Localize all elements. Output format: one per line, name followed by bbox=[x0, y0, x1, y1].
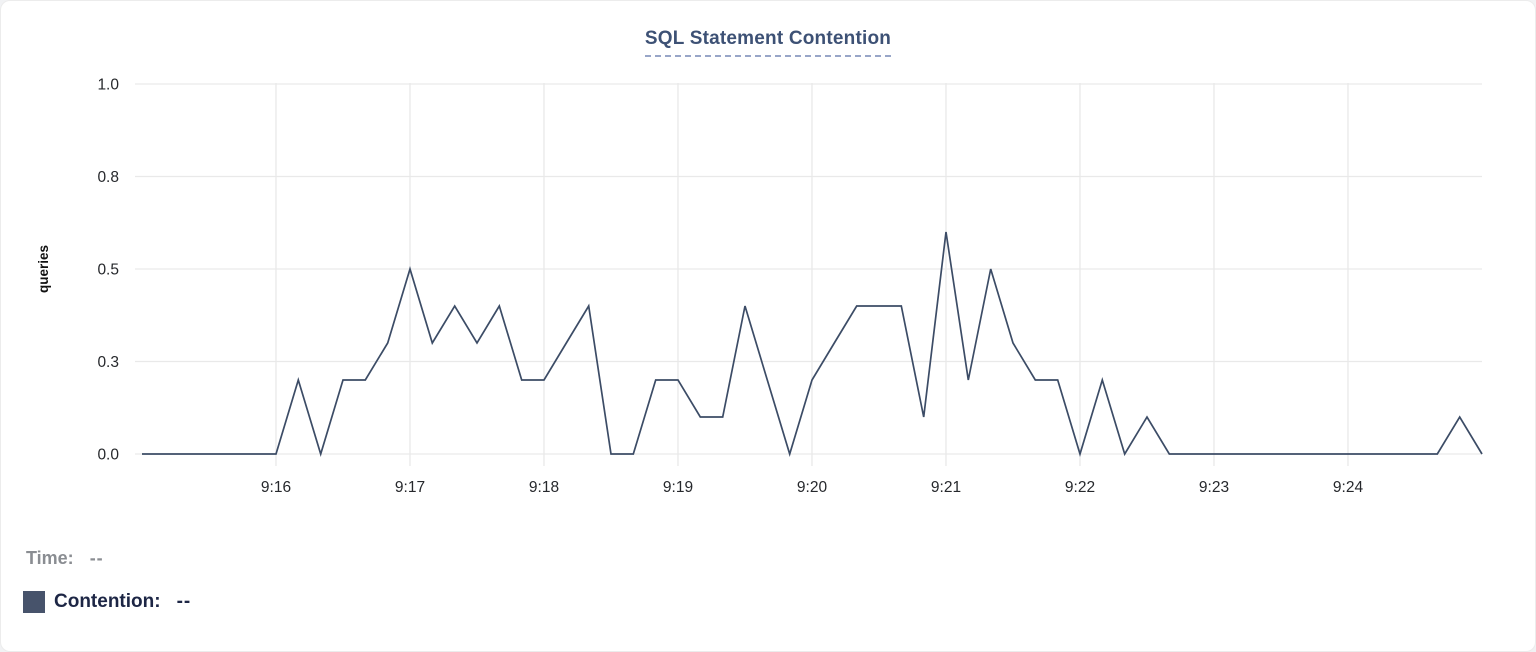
legend-time-label: Time: bbox=[26, 548, 74, 568]
svg-text:0.3: 0.3 bbox=[97, 354, 119, 371]
chart-title[interactable]: SQL Statement Contention bbox=[644, 28, 892, 57]
svg-text:1.0: 1.0 bbox=[97, 77, 119, 94]
svg-text:queries: queries bbox=[36, 245, 51, 293]
svg-text:9:20: 9:20 bbox=[797, 479, 828, 496]
svg-text:9:22: 9:22 bbox=[1065, 479, 1095, 496]
svg-text:0.5: 0.5 bbox=[97, 262, 119, 279]
svg-text:9:18: 9:18 bbox=[529, 479, 559, 496]
svg-text:9:23: 9:23 bbox=[1199, 479, 1229, 496]
chart-header: SQL Statement Contention bbox=[1, 28, 1535, 57]
legend-time-row: Time: -- bbox=[26, 548, 104, 569]
legend-contention-row: Contention: -- bbox=[23, 591, 191, 613]
svg-text:9:19: 9:19 bbox=[663, 479, 693, 496]
svg-text:9:24: 9:24 bbox=[1333, 479, 1364, 496]
svg-text:9:17: 9:17 bbox=[395, 479, 425, 496]
contention-series-swatch bbox=[23, 591, 45, 613]
svg-text:0.0: 0.0 bbox=[97, 447, 119, 464]
svg-text:9:16: 9:16 bbox=[261, 479, 291, 496]
legend-contention-label: Contention: bbox=[54, 591, 161, 612]
svg-text:9:21: 9:21 bbox=[931, 479, 961, 496]
legend-contention-value: -- bbox=[176, 591, 192, 612]
legend-time-value: -- bbox=[89, 548, 104, 568]
svg-text:0.8: 0.8 bbox=[97, 169, 119, 186]
